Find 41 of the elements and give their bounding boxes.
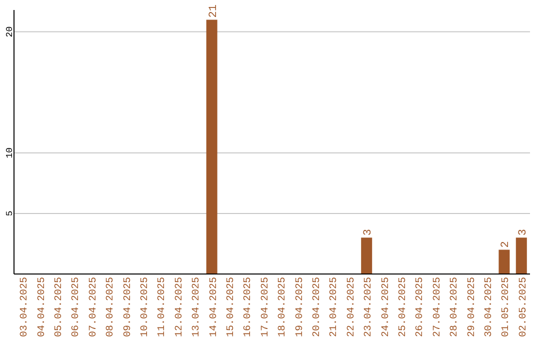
x-tick-label: 23.04.2025 (364, 277, 375, 338)
x-tick-label: 24.04.2025 (380, 277, 392, 338)
x-tick-label: 29.04.2025 (466, 277, 478, 338)
x-tick-label: 20.04.2025 (312, 277, 323, 338)
x-tick-label: 28.04.2025 (450, 277, 461, 338)
data-label: 21 (208, 4, 220, 18)
x-tick-label: 21.04.2025 (329, 277, 340, 338)
x-tick-label: 12.04.2025 (174, 277, 186, 338)
bar (516, 238, 527, 274)
x-tick-label: 27.04.2025 (432, 277, 444, 338)
y-tick-label: 5 (5, 210, 15, 216)
x-tick-label: 26.04.2025 (415, 277, 426, 338)
bar (361, 238, 372, 274)
y-tick-label: 20 (5, 26, 15, 38)
x-tick-label: 05.04.2025 (54, 277, 65, 338)
x-tick-label: 08.04.2025 (106, 277, 117, 338)
x-tick-label: 30.04.2025 (484, 277, 495, 338)
data-label: 3 (517, 229, 530, 236)
x-tick-label: 09.04.2025 (122, 277, 134, 338)
x-tick-label: 01.05.2025 (501, 277, 512, 338)
bar (206, 20, 218, 274)
x-tick-label: 04.04.2025 (36, 277, 48, 338)
x-tick-label: 16.04.2025 (243, 277, 254, 338)
x-tick-label: 10.04.2025 (140, 277, 151, 338)
x-tick-label: 06.04.2025 (71, 277, 82, 338)
x-tick-label: 19.04.2025 (294, 277, 306, 338)
x-tick-label: 02.05.2025 (518, 277, 530, 338)
bar (498, 250, 510, 274)
y-tick-label: 10 (5, 147, 15, 158)
x-tick-label: 03.04.2025 (20, 277, 31, 338)
x-tick-label: 07.04.2025 (88, 277, 100, 338)
x-tick-label: 25.04.2025 (398, 277, 409, 338)
data-label: 2 (500, 241, 512, 248)
x-tick-label: 13.04.2025 (192, 277, 203, 338)
x-tick-label: 11.04.2025 (157, 277, 168, 338)
x-tick-label: 22.04.2025 (346, 277, 358, 338)
x-tick-label: 18.04.2025 (278, 277, 289, 338)
x-tick-label: 15.04.2025 (226, 277, 237, 338)
x-tick-label: 17.04.2025 (260, 277, 272, 338)
data-label: 3 (362, 229, 375, 236)
x-tick-label: 14.04.2025 (208, 277, 220, 338)
